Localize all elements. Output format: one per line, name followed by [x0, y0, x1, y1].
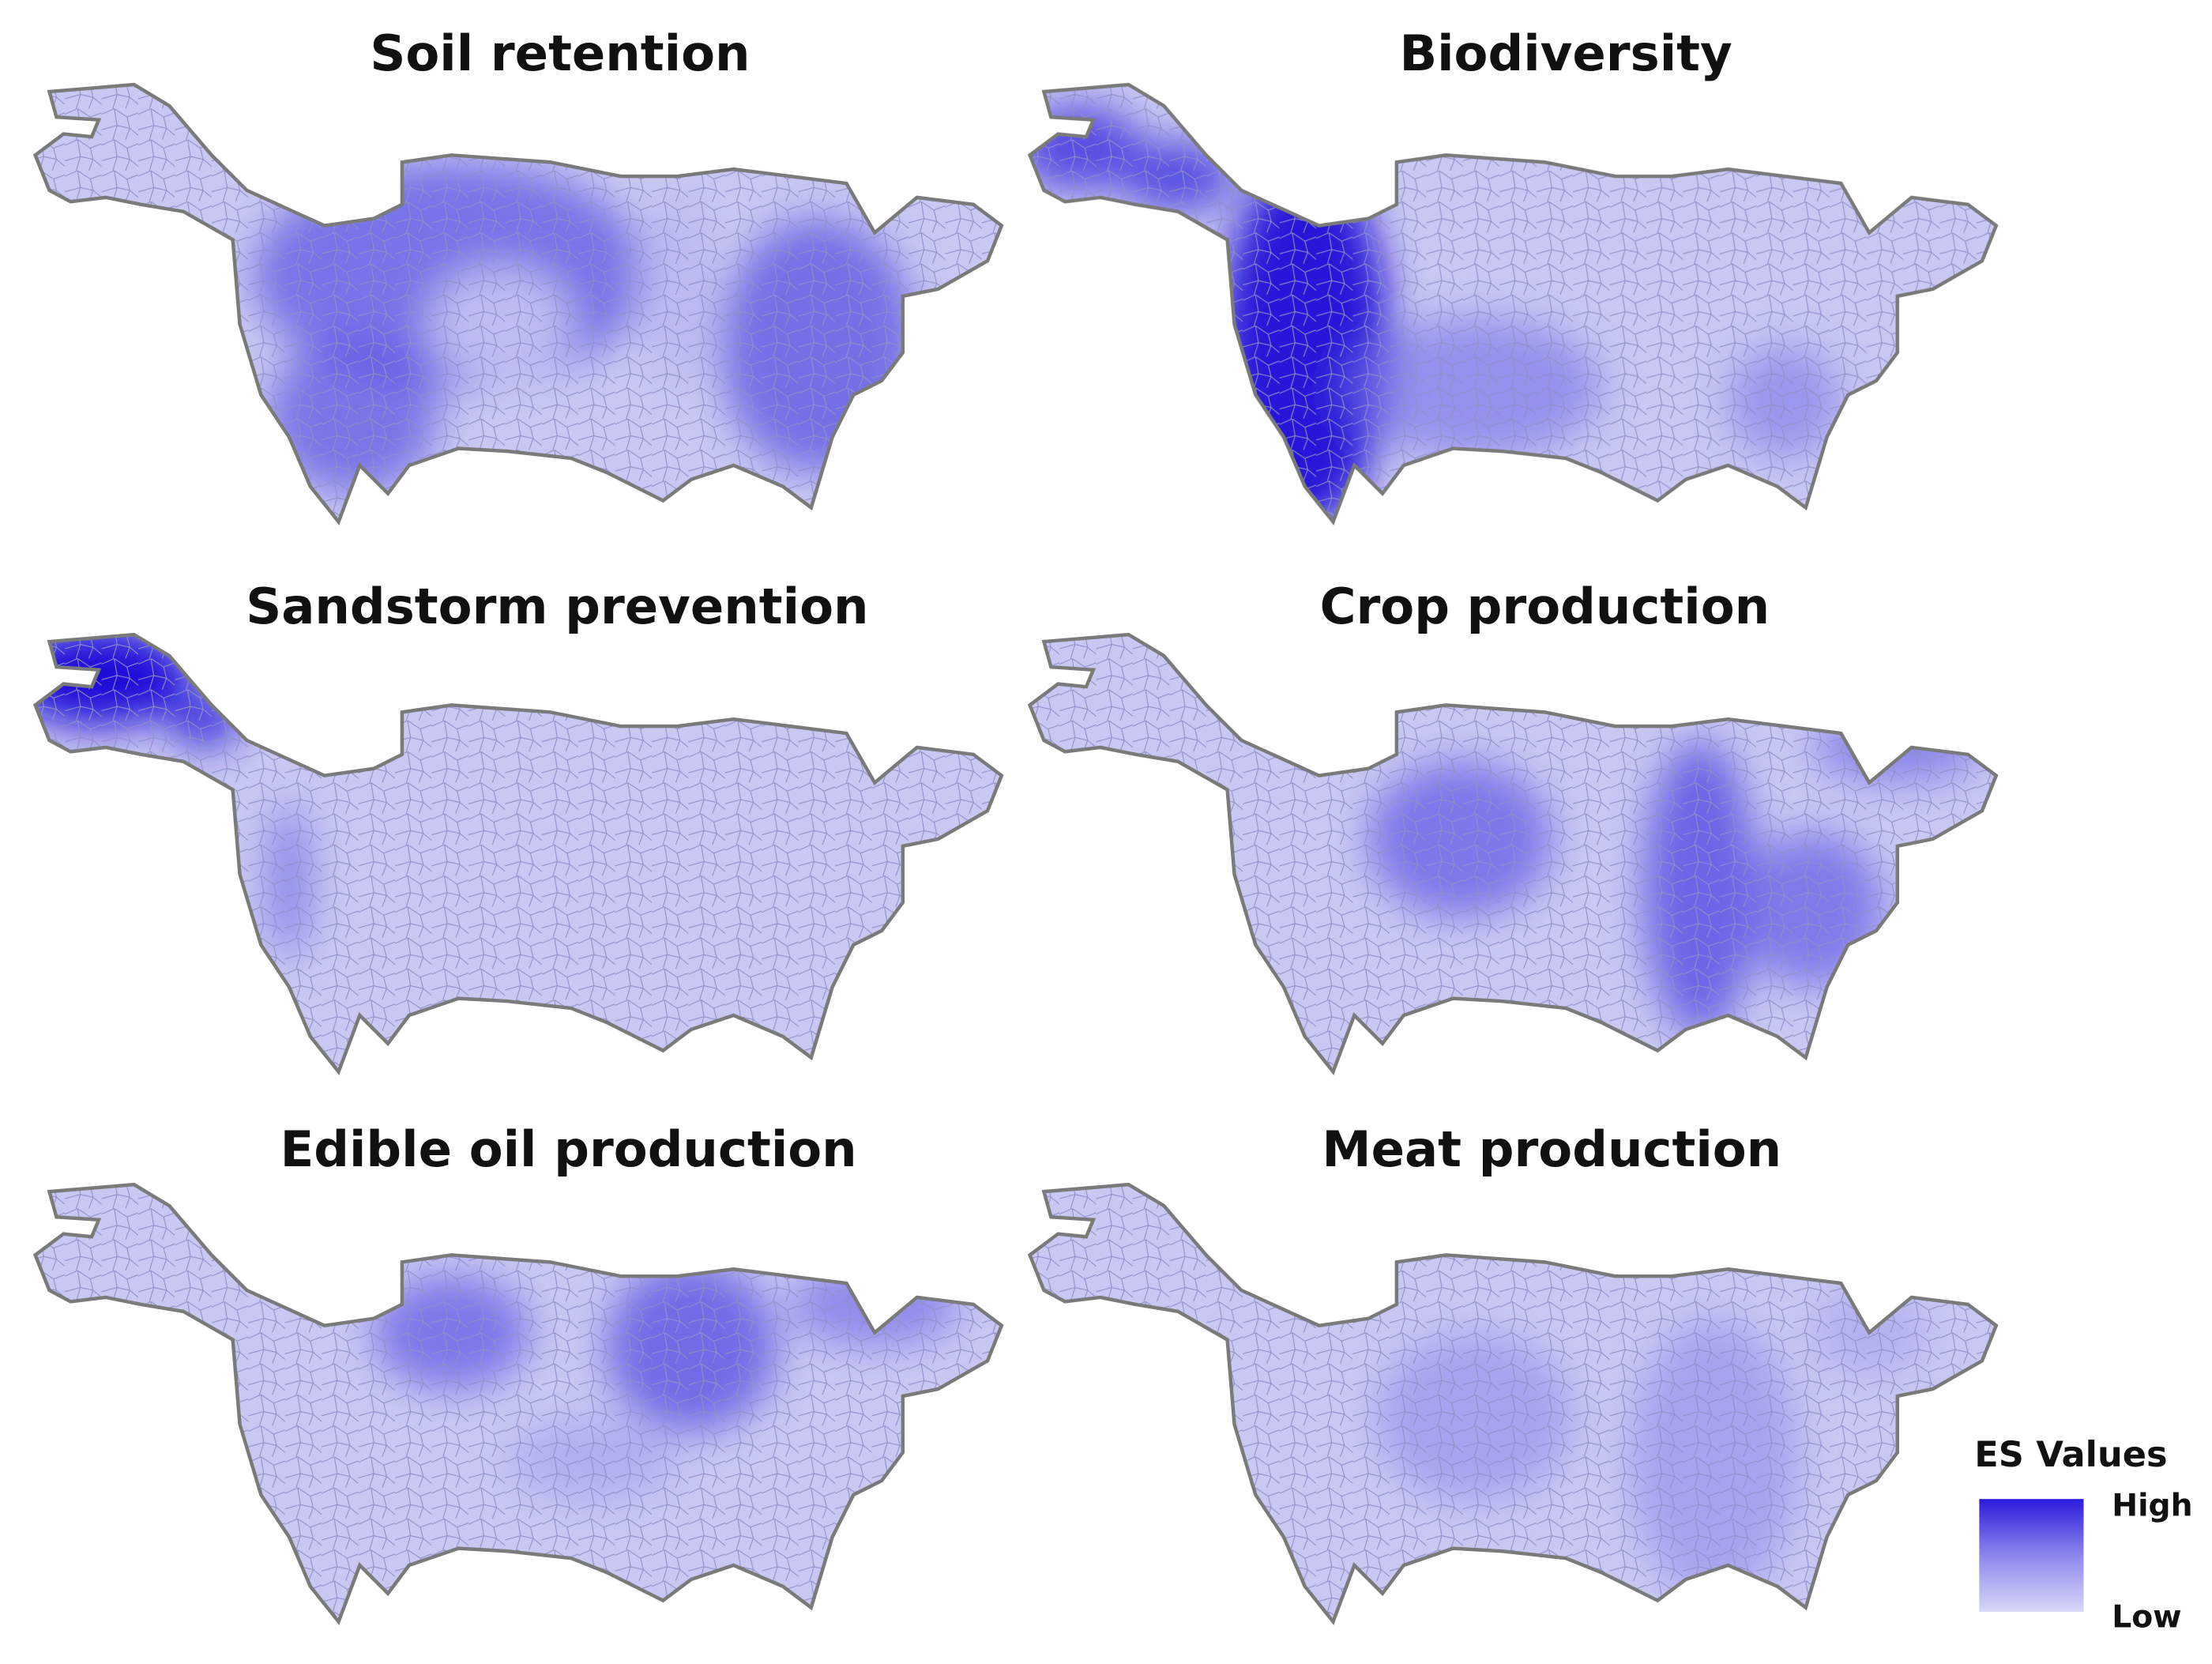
district-borders [35, 85, 1002, 522]
shading [1029, 634, 1996, 1072]
map [1016, 77, 2011, 529]
district-borders [1029, 634, 1996, 1072]
district-borders [35, 1184, 1002, 1622]
map [28, 1177, 1016, 1628]
legend: ES Values High Low [1974, 1434, 2192, 1635]
map-title: Soil retention [370, 24, 750, 82]
shading [35, 85, 1002, 522]
shading [1029, 1184, 1996, 1622]
legend-title: ES Values [1974, 1434, 2167, 1475]
map-panels: Soil retention Biodiversity Sandstorm prev… [7, 24, 2011, 1628]
map-title: Meat production [1322, 1120, 1781, 1178]
shading [35, 1184, 1002, 1622]
district-borders [35, 634, 1002, 1072]
map [28, 77, 1016, 529]
shading [1029, 85, 1996, 522]
map [7, 627, 1016, 1079]
shading [35, 634, 1002, 1072]
map-title: Edible oil production [280, 1120, 857, 1178]
district-borders [1029, 85, 1996, 522]
map [1023, 1177, 2011, 1628]
district-borders [1029, 1184, 1996, 1622]
map-title: Biodiversity [1400, 24, 1732, 82]
legend-high: High [2112, 1489, 2192, 1524]
map-title: Sandstorm prevention [246, 578, 868, 635]
map [1023, 627, 2011, 1079]
legend-low: Low [2112, 1600, 2181, 1636]
legend-ramp [1979, 1499, 2084, 1612]
map-title: Crop production [1320, 578, 1770, 635]
